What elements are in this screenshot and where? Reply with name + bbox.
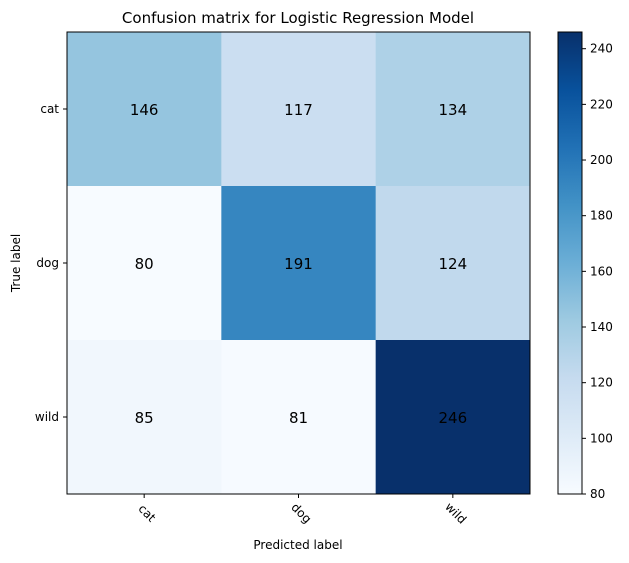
x-axis-label: Predicted label <box>253 538 342 552</box>
chart-title: Confusion matrix for Logistic Regression… <box>122 9 474 27</box>
cell-value-label: 246 <box>439 409 468 427</box>
cell-value-label: 134 <box>439 101 468 119</box>
matrix-cell-cat-wild <box>375 32 531 187</box>
matrix-cell-dog-cat <box>67 186 222 341</box>
colorbar-tick-label: 80 <box>590 487 605 501</box>
colorbar <box>557 31 583 495</box>
matrix-cell-cat-dog <box>221 32 377 187</box>
cell-value-label: 191 <box>284 255 313 273</box>
matrix-cell-wild-cat <box>67 340 222 495</box>
y-axis-label: True label <box>9 234 23 293</box>
y-tick-label: wild <box>35 410 59 424</box>
x-tick-label: cat <box>135 502 158 525</box>
colorbar-tick-label: 220 <box>590 97 613 111</box>
y-tick-label: dog <box>36 256 59 270</box>
colorbar-tick-label: 140 <box>590 320 613 334</box>
cell-value-label: 124 <box>439 255 468 273</box>
matrix-cell-cat-cat <box>67 32 222 187</box>
matrix-cell-wild-wild <box>375 340 531 495</box>
colorbar-tick-label: 100 <box>590 431 613 445</box>
matrix-cell-dog-dog <box>221 186 377 341</box>
colorbar-tick-label: 200 <box>590 153 613 167</box>
colorbar-tick-label: 180 <box>590 209 613 223</box>
y-tick-label: cat <box>40 102 59 116</box>
cell-value-label: 85 <box>135 409 154 427</box>
colorbar-tick-label: 240 <box>590 42 613 56</box>
matrix-cell-dog-wild <box>375 186 531 341</box>
matrix-cell-wild-dog <box>221 340 377 495</box>
colorbar-tick-label: 160 <box>590 264 613 278</box>
cell-value-label: 117 <box>284 101 313 119</box>
colorbar-tick-label: 120 <box>590 376 613 390</box>
cell-value-label: 146 <box>130 101 159 119</box>
cell-value-label: 80 <box>135 255 154 273</box>
x-tick-label: dog <box>288 500 314 526</box>
cell-value-label: 81 <box>289 409 308 427</box>
x-tick-label: wild <box>442 500 469 527</box>
